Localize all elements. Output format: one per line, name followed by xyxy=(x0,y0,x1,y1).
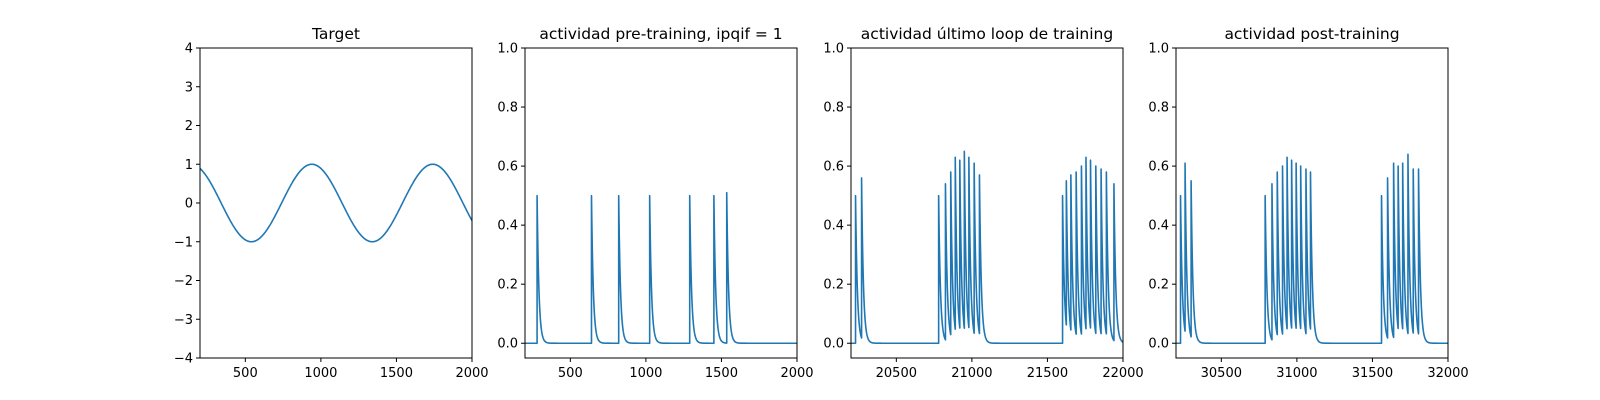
x-tick-label: 1000 xyxy=(629,366,662,381)
y-tick-label: 0.8 xyxy=(497,101,518,116)
panel-post-training: 30500 31000 31500 32000 0.0 0.2 0.4 0.6 0.8 1.0 ac… xyxy=(1148,25,1468,381)
panel-last-training-loop: 20500 21000 21500 22000 0.0 0.2 0.4 0.6 0.8 1.0 ac… xyxy=(823,25,1143,381)
y-tick-label: 1 xyxy=(185,158,193,173)
y-tick-label: 0.4 xyxy=(823,219,844,234)
x-tick-label: 2000 xyxy=(780,366,813,381)
y-tick-label: 2 xyxy=(185,119,193,134)
axes-frame xyxy=(524,47,798,359)
y-tick-label: 0.2 xyxy=(1148,278,1169,293)
x-tick-label: 31500 xyxy=(1352,366,1393,381)
y-tick-label: 0.2 xyxy=(497,278,518,293)
y-tick-label: −1 xyxy=(174,235,193,250)
x-tick-label: 1000 xyxy=(304,366,337,381)
chart-title: actividad pre-training, ipqif = 1 xyxy=(539,25,782,43)
x-tick-label: 22000 xyxy=(1102,366,1143,381)
y-tick-label: 1.0 xyxy=(1148,42,1169,57)
x-tick-label: 1500 xyxy=(380,366,413,381)
y-tick-label: 0.6 xyxy=(823,160,844,175)
y-tick-label: 0.6 xyxy=(1148,160,1169,175)
axes-frame xyxy=(850,47,1124,359)
y-tick-label: 1.0 xyxy=(497,42,518,57)
x-tick-label: 500 xyxy=(233,366,258,381)
x-tick-label: 20500 xyxy=(876,366,917,381)
y-tick-label: 1.0 xyxy=(823,42,844,57)
y-tick-label: −2 xyxy=(174,274,193,289)
x-tick-label: 30500 xyxy=(1201,366,1242,381)
x-tick-label: 1500 xyxy=(705,366,738,381)
y-tick-label: 0.8 xyxy=(823,101,844,116)
y-tick-label: 0.4 xyxy=(497,219,518,234)
x-tick-label: 31000 xyxy=(1276,366,1317,381)
x-tick-label: 32000 xyxy=(1427,366,1468,381)
chart-title: actividad último loop de training xyxy=(861,25,1113,43)
y-tick-label: 4 xyxy=(185,42,193,57)
y-tick-label: 0 xyxy=(185,197,193,212)
x-tick-label: 21500 xyxy=(1027,366,1068,381)
x-tick-label: 2000 xyxy=(455,366,488,381)
series-line-0 xyxy=(851,150,1123,345)
panel-target: 500 1000 1500 2000 −4 −3 −2 −1 0 1 2 3 4 Target xyxy=(174,25,489,381)
y-tick-label: 0.8 xyxy=(1148,101,1169,116)
chart-title: actividad post-training xyxy=(1224,25,1399,43)
y-tick-label: 0.0 xyxy=(823,337,844,352)
series-line-0 xyxy=(1176,153,1448,345)
axes-frame xyxy=(199,47,473,359)
y-tick-label: 0.2 xyxy=(823,278,844,293)
y-tick-label: 0.0 xyxy=(1148,337,1169,352)
chart-title: Target xyxy=(311,25,360,43)
panel-pre-training: 500 1000 1500 2000 0.0 0.2 0.4 0.6 0.8 1.0 activid… xyxy=(497,25,813,381)
y-tick-label: −3 xyxy=(174,313,193,328)
series-line-0 xyxy=(525,191,797,345)
y-tick-label: 0.0 xyxy=(497,337,518,352)
x-tick-label: 21000 xyxy=(951,366,992,381)
y-tick-label: 0.4 xyxy=(1148,219,1169,234)
y-tick-label: 0.6 xyxy=(497,160,518,175)
x-tick-label: 500 xyxy=(558,366,583,381)
y-tick-label: 3 xyxy=(185,80,193,95)
y-tick-label: −4 xyxy=(174,352,193,367)
axes-frame xyxy=(1175,47,1449,359)
series-line-0 xyxy=(200,163,472,243)
